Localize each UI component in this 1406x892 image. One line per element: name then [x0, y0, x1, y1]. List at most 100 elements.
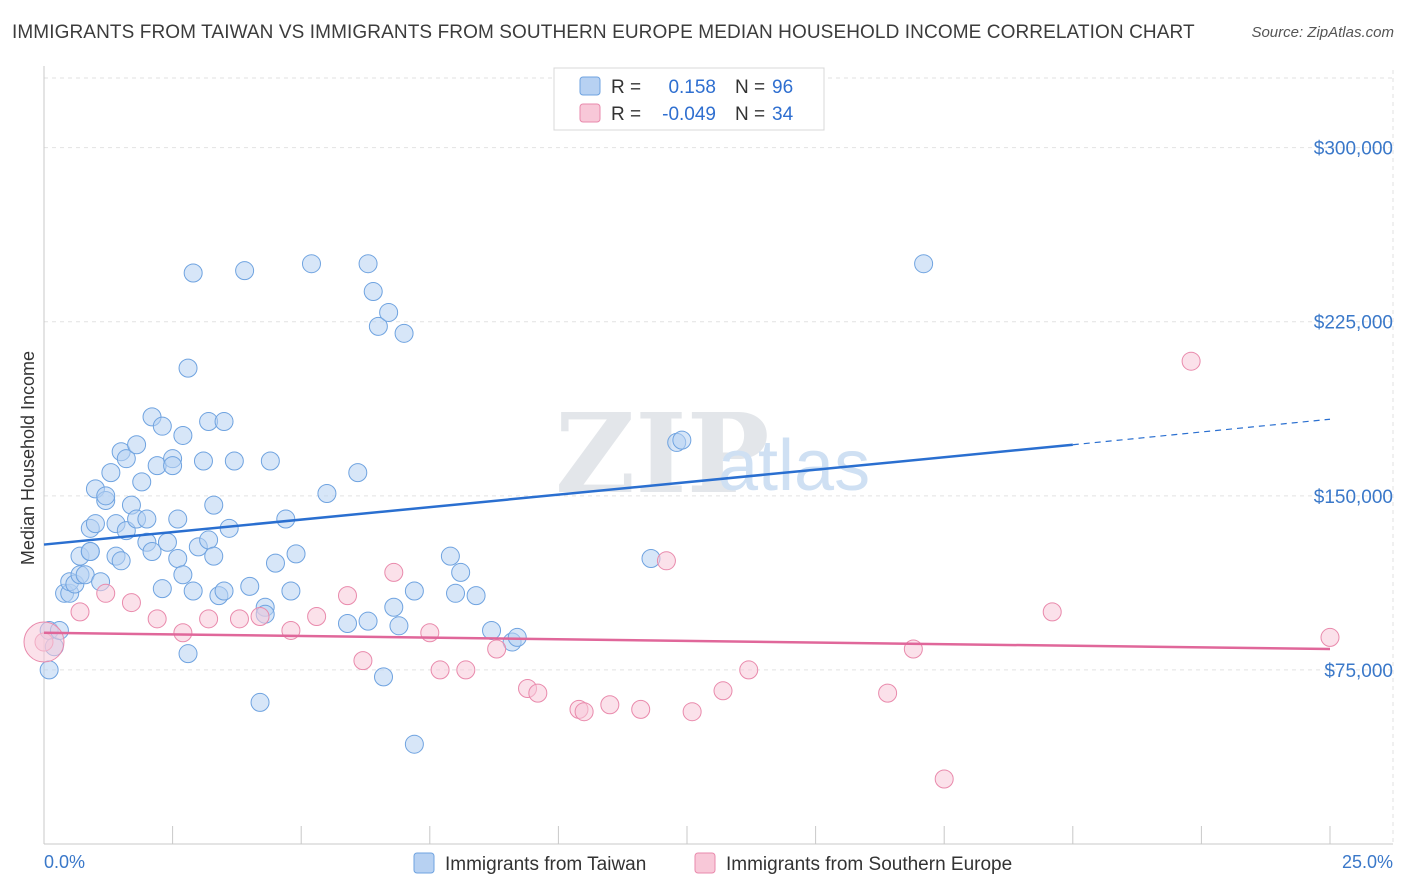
point-taiwan: [96, 486, 116, 506]
point-taiwan: [142, 542, 162, 562]
point-taiwan: [224, 451, 244, 471]
point-southern-europe: [229, 609, 249, 629]
point-taiwan: [168, 509, 188, 529]
trend-line-southern-europe: [43, 631, 1331, 651]
point-taiwan: [250, 692, 270, 712]
point-taiwan: [132, 472, 152, 492]
point-taiwan: [914, 254, 934, 274]
legend-n-label-taiwan: N =: [735, 77, 765, 98]
legend-n-label-southern-europe: N =: [735, 104, 765, 125]
point-southern-europe: [121, 593, 141, 613]
trend-lines: [43, 418, 1331, 651]
point-southern-europe: [456, 660, 476, 680]
point-taiwan: [446, 583, 466, 603]
point-taiwan: [672, 430, 692, 450]
point-taiwan: [152, 579, 172, 599]
point-southern-europe: [420, 623, 440, 643]
legend: R = 0.158 N = 96 R = -0.049 N = 34: [553, 67, 825, 131]
point-taiwan: [317, 483, 337, 503]
point-southern-europe: [199, 609, 219, 629]
point-southern-europe: [713, 681, 733, 701]
bottom-legend-label-taiwan: Immigrants from Taiwan: [445, 854, 646, 875]
point-southern-europe: [1320, 627, 1340, 647]
trend-line-taiwan: [43, 443, 1073, 546]
point-southern-europe: [307, 607, 327, 627]
point-southern-europe: [682, 702, 702, 722]
point-southern-europe: [631, 699, 651, 719]
point-taiwan: [163, 456, 183, 476]
point-taiwan: [183, 581, 203, 601]
point-southern-europe: [574, 702, 594, 722]
point-taiwan: [39, 660, 59, 680]
point-taiwan: [173, 425, 193, 445]
legend-n-value-southern-europe: 34: [772, 104, 794, 125]
point-taiwan: [168, 548, 188, 568]
point-taiwan: [214, 581, 234, 601]
point-taiwan: [368, 316, 388, 336]
watermark-zip: ZIP: [555, 389, 769, 518]
point-taiwan: [235, 261, 255, 281]
y-axis-label: Median Household Income: [18, 351, 38, 565]
point-taiwan: [286, 544, 306, 564]
point-taiwan: [363, 282, 383, 302]
data-points: [23, 254, 1340, 789]
point-southern-europe: [250, 607, 270, 627]
point-taiwan: [466, 586, 486, 606]
bottom-legend-swatch-southern-europe: [694, 852, 716, 874]
point-taiwan: [178, 644, 198, 664]
point-southern-europe: [487, 639, 507, 659]
watermark: ZIP atlas: [555, 389, 870, 518]
point-taiwan: [183, 263, 203, 283]
point-taiwan: [358, 254, 378, 274]
point-taiwan: [348, 463, 368, 483]
point-taiwan: [265, 553, 285, 573]
point-taiwan: [111, 551, 131, 571]
point-southern-europe-cluster: [23, 621, 65, 663]
point-taiwan: [389, 616, 409, 636]
bottom-legend-label-southern-europe: Immigrants from Southern Europe: [726, 854, 1012, 875]
point-taiwan: [214, 412, 234, 432]
y-tick-label: $150,000: [1314, 487, 1393, 508]
y-tick-label: $225,000: [1314, 313, 1393, 334]
point-southern-europe: [384, 562, 404, 582]
point-taiwan: [101, 463, 121, 483]
legend-n-value-taiwan: 96: [772, 77, 793, 98]
legend-swatch-taiwan: [579, 76, 601, 96]
point-taiwan: [394, 323, 414, 343]
point-taiwan: [301, 254, 321, 274]
legend-r-label-taiwan: R =: [611, 77, 641, 98]
bottom-legend-swatch-taiwan: [413, 852, 435, 874]
point-taiwan: [451, 562, 471, 582]
point-southern-europe: [337, 586, 357, 606]
legend-swatch-southern-europe: [579, 103, 601, 123]
point-southern-europe: [600, 695, 620, 715]
point-taiwan: [193, 451, 213, 471]
point-taiwan: [85, 514, 105, 534]
point-southern-europe: [739, 660, 759, 680]
point-southern-europe: [1042, 602, 1062, 622]
point-southern-europe: [147, 609, 167, 629]
point-southern-europe: [656, 551, 676, 571]
point-taiwan: [276, 509, 296, 529]
point-taiwan: [173, 565, 193, 585]
point-taiwan: [379, 302, 399, 322]
point-taiwan: [404, 581, 424, 601]
point-taiwan: [240, 576, 260, 596]
x-tick-label-min: 0.0%: [44, 852, 85, 872]
point-southern-europe: [173, 623, 193, 643]
point-taiwan: [404, 734, 424, 754]
point-southern-europe: [353, 651, 373, 671]
point-southern-europe: [430, 660, 450, 680]
point-southern-europe: [528, 683, 548, 703]
trend-line-taiwan-extension: [1072, 418, 1331, 446]
point-taiwan: [199, 530, 219, 550]
point-taiwan: [374, 667, 394, 687]
y-tick-label: $75,000: [1324, 661, 1393, 682]
chart-title: IMMIGRANTS FROM TAIWAN VS IMMIGRANTS FRO…: [12, 22, 1195, 43]
legend-r-value-taiwan: 0.158: [668, 77, 716, 98]
point-taiwan: [157, 532, 177, 552]
point-taiwan: [507, 627, 527, 647]
point-taiwan: [204, 495, 224, 515]
point-taiwan: [127, 435, 147, 455]
